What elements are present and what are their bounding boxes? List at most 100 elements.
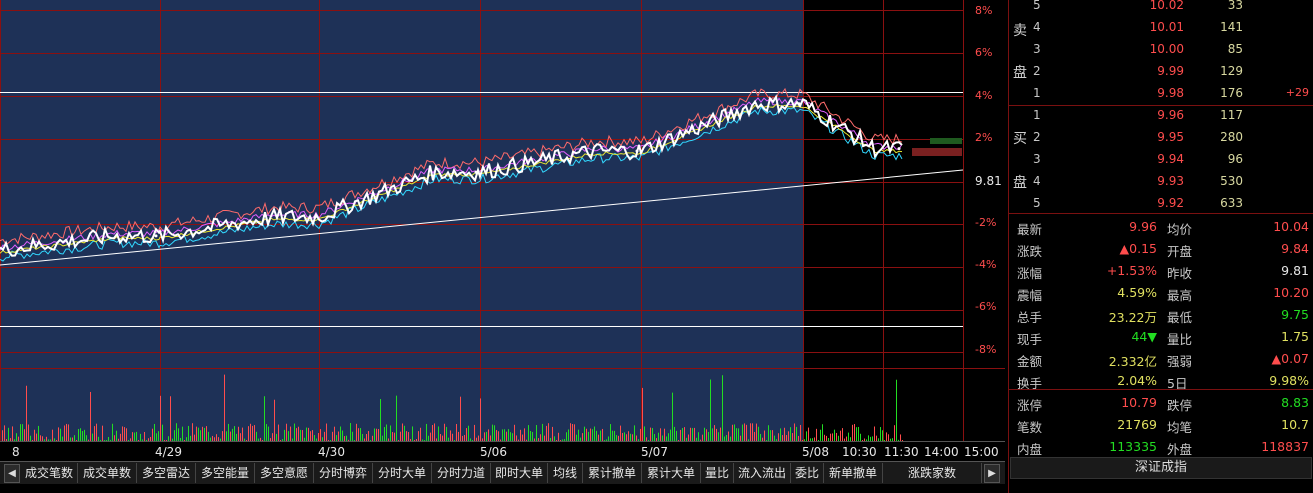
volume-bar — [624, 432, 625, 441]
book-divider — [1009, 105, 1313, 106]
indicator-tab[interactable]: 均线 — [548, 463, 583, 483]
volume-bar — [424, 440, 425, 441]
volume-bar — [648, 440, 649, 441]
indicator-tab[interactable]: 涨跌家数 — [883, 463, 982, 483]
volume-bar — [776, 439, 777, 441]
quote-value: 23.22万 — [1108, 310, 1157, 325]
indicator-tab[interactable]: 成交笔数 — [21, 463, 78, 483]
volume-bar — [62, 436, 63, 441]
volume-bar — [656, 438, 657, 441]
volume-bar — [470, 438, 471, 441]
quote-row: 最新 9.96 均价 10.04 — [1009, 215, 1313, 237]
quote-label: 开盘 — [1167, 244, 1193, 259]
volume-bar — [294, 423, 295, 441]
volume-bar — [266, 424, 267, 441]
volume-bar — [250, 423, 251, 441]
volume-bar — [814, 437, 815, 441]
ask-level-number: 3 — [1033, 42, 1041, 56]
indicator-tab[interactable]: 分时大单 — [373, 463, 432, 483]
ask-level-row[interactable]: 1 9.98 176 +29 — [1009, 82, 1313, 104]
volume-bar — [54, 438, 55, 441]
indicator-tab[interactable]: 成交单数 — [78, 463, 137, 483]
indicator-tab[interactable]: 多空意愿 — [255, 463, 314, 483]
indicator-tab[interactable]: 分时博弈 — [314, 463, 373, 483]
volume-bar — [170, 396, 171, 441]
volume-bar — [806, 431, 807, 441]
tab-scroll-right-icon[interactable]: ▶ — [984, 464, 1000, 483]
volume-bar — [112, 423, 113, 441]
quote-row: 笔数 21769 均笔 10.7 — [1009, 413, 1313, 435]
volume-bar — [174, 430, 175, 441]
volume-bar — [158, 431, 159, 441]
volume-bar — [580, 437, 581, 441]
volume-bar — [190, 435, 191, 441]
quote-row: 涨跌 ▲0.15 开盘 9.84 — [1009, 237, 1313, 259]
indicator-tab[interactable]: 累计撤单 — [583, 463, 642, 483]
volume-bar — [72, 437, 73, 441]
time-axis-label: 8 — [12, 445, 20, 459]
volume-bar — [546, 425, 547, 441]
quote-value: 9.96 — [1129, 219, 1157, 234]
volume-bar — [708, 431, 709, 441]
volume-bar — [282, 439, 283, 441]
volume-bar — [548, 423, 549, 441]
volume-bar — [628, 431, 629, 441]
bid-volume: 117 — [1220, 108, 1243, 122]
bid-level-row[interactable]: 3 9.94 96 — [1009, 148, 1313, 170]
volume-bar — [182, 426, 183, 441]
volume-bar — [514, 424, 515, 441]
quote-value: 10.79 — [1121, 395, 1157, 410]
ask-level-row[interactable]: 5 10.02 33 — [1009, 0, 1313, 16]
volume-bar — [700, 439, 701, 441]
volume-bar — [716, 428, 717, 441]
volume-bar — [876, 435, 877, 441]
intraday-chart[interactable] — [0, 0, 1005, 461]
tab-scroll-left-icon[interactable]: ◀ — [4, 464, 20, 483]
volume-bar — [536, 425, 537, 441]
volume-bar — [690, 427, 691, 441]
ask-level-row[interactable]: 4 10.01 141 — [1009, 16, 1313, 38]
index-button[interactable]: 深证成指 — [1010, 457, 1312, 479]
volume-bar — [2, 430, 3, 441]
indicator-tab[interactable]: 即时大单 — [491, 463, 548, 483]
volume-bar — [40, 435, 41, 441]
quote-value: +1.53% — [1106, 263, 1157, 278]
bid-level-row[interactable]: 1 9.96 117 — [1009, 104, 1313, 126]
volume-bar — [684, 427, 685, 441]
indicator-tab[interactable]: 分时力道 — [432, 463, 491, 483]
volume-bar — [58, 427, 59, 441]
volume-bar — [134, 432, 135, 441]
ask-level-row[interactable]: 2 9.99 129 — [1009, 60, 1313, 82]
indicator-tab[interactable]: 多空雷达 — [137, 463, 196, 483]
ask-volume: 33 — [1227, 0, 1243, 12]
volume-bar — [600, 430, 601, 441]
volume-bar — [322, 437, 323, 441]
indicator-tab[interactable]: 多空能量 — [196, 463, 255, 483]
indicator-tab[interactable]: 累计大单 — [642, 463, 701, 483]
bid-level-row[interactable]: 2 9.95 280 — [1009, 126, 1313, 148]
volume-bar — [432, 425, 433, 441]
volume-bar — [750, 423, 751, 441]
volume-bar — [24, 429, 25, 441]
ask-level-row[interactable]: 3 10.00 85 — [1009, 38, 1313, 60]
indicator-tab[interactable]: 委比 — [791, 463, 824, 483]
volume-bar — [382, 435, 383, 441]
indicator-tab[interactable]: 新单撤单 — [824, 463, 883, 483]
indicator-tab[interactable]: 量比 — [701, 463, 734, 483]
volume-bar — [168, 436, 169, 441]
volume-bar — [186, 437, 187, 441]
volume-bar — [202, 426, 203, 441]
volume-bar — [52, 429, 53, 441]
volume-bar — [318, 433, 319, 441]
bid-level-row[interactable]: 5 9.92 633 — [1009, 192, 1313, 214]
close-point — [635, 149, 639, 153]
volume-bar — [874, 426, 875, 441]
volume-bar — [276, 433, 277, 441]
quote-row: 换手 2.04% 5日 9.98% — [1009, 369, 1313, 391]
volume-bar — [312, 430, 313, 441]
volume-bar — [372, 435, 373, 441]
bid-level-row[interactable]: 4 9.93 530 — [1009, 170, 1313, 192]
indicator-tab[interactable]: 流入流出 — [734, 463, 791, 483]
quote-label: 强弱 — [1167, 354, 1193, 369]
bid-price: 9.92 — [1157, 196, 1184, 210]
